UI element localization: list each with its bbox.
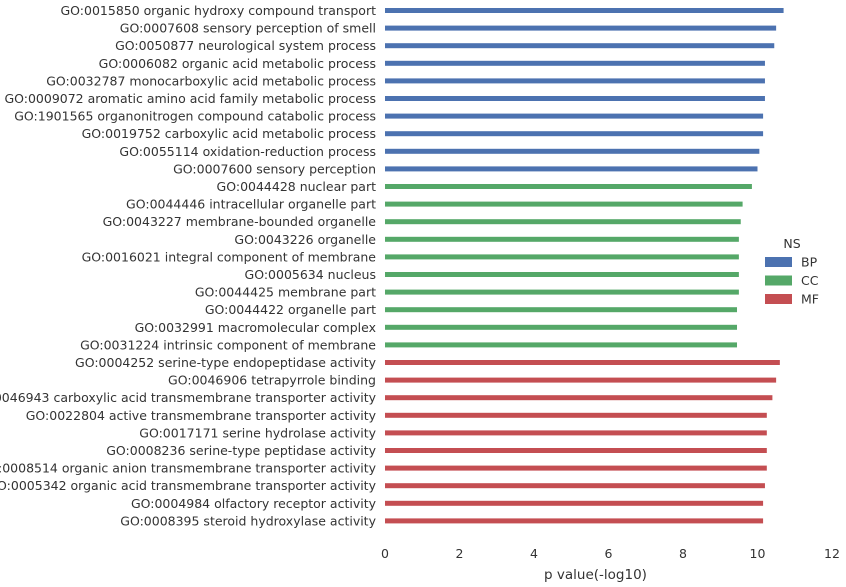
- category-label: GO:0043227 membrane-bounded organelle: [103, 214, 377, 229]
- x-tick-label: 0: [381, 546, 389, 561]
- x-tick-label: 6: [605, 546, 613, 561]
- bar-bp: [385, 96, 765, 101]
- bar-cc: [385, 236, 739, 242]
- bar-mf: [385, 360, 780, 365]
- bar-cc: [385, 307, 738, 313]
- bar-cc: [385, 324, 738, 330]
- category-label: GO:0043226 organelle: [234, 232, 376, 247]
- legend-swatch-bp: [765, 257, 792, 267]
- legend-label-mf: MF: [801, 292, 819, 307]
- category-labels: GO:0015850 organic hydroxy compound tran…: [0, 3, 377, 528]
- bar-mf: [385, 448, 767, 453]
- bar-cc: [385, 272, 739, 277]
- bar-cc: [385, 342, 738, 348]
- category-label: GO:0055114 oxidation-reduction process: [119, 144, 376, 159]
- category-label: GO:0017171 serine hydrolase activity: [139, 425, 376, 440]
- bar-cc: [385, 201, 743, 207]
- bar-bp: [385, 60, 765, 66]
- category-label: GO:0046906 tetrapyrrole binding: [168, 373, 376, 388]
- bar-bp: [385, 25, 777, 31]
- category-label: GO:0032787 monocarboxylic acid metabolic…: [46, 73, 376, 88]
- category-label: GO:0016021 integral component of membran…: [82, 249, 377, 264]
- legend-swatch-mf: [765, 294, 792, 304]
- category-label: GO:0008395 steroid hydroxylase activity: [120, 513, 376, 528]
- category-label: GO:0008236 serine-type peptidase activit…: [106, 443, 376, 458]
- x-tick-label: 2: [456, 546, 464, 561]
- category-label: GO:0006082 organic acid metabolic proces…: [99, 56, 376, 71]
- legend: NS BP CC MF: [765, 236, 819, 307]
- legend-title: NS: [783, 236, 800, 251]
- bar-bp: [385, 166, 758, 172]
- category-label: GO:0005342 organic acid transmembrane tr…: [0, 478, 377, 493]
- category-label: GO:0007600 sensory perception: [173, 161, 376, 176]
- category-label: GO:0031224 intrinsic component of membra…: [80, 337, 376, 352]
- category-label: GO:0044422 organelle part: [205, 302, 376, 317]
- category-label: GO:0044428 nuclear part: [217, 179, 377, 194]
- category-label: GO:0019752 carboxylic acid metabolic pro…: [82, 126, 376, 141]
- category-label: GO:1901565 organonitrogen compound catab…: [14, 109, 376, 124]
- bar-mf: [385, 412, 767, 418]
- category-label: GO:0004984 olfactory receptor activity: [131, 496, 377, 511]
- bar-bp: [385, 43, 775, 49]
- category-label: GO:0050877 neurological system process: [115, 38, 376, 53]
- bar-mf: [385, 395, 773, 401]
- bar-bp: [385, 131, 764, 137]
- x-axis: 0 2 4 6 8 10 12: [381, 546, 840, 561]
- bar-mf: [385, 430, 767, 436]
- bar-cc: [385, 184, 752, 189]
- legend-label-cc: CC: [801, 273, 819, 288]
- category-label: GO:0009072 aromatic amino acid family me…: [4, 91, 376, 106]
- category-label: GO:0046943 carboxylic acid transmembrane…: [0, 390, 377, 405]
- x-tick-label: 10: [750, 546, 766, 561]
- category-label: GO:0044425 membrane part: [195, 285, 376, 300]
- category-label: GO:0004252 serine-type endopeptidase act…: [75, 355, 377, 370]
- bar-mf: [385, 465, 767, 471]
- bars-layer: [385, 8, 784, 524]
- category-label: GO:0008514 organic anion transmembrane t…: [0, 461, 377, 476]
- bar-cc: [385, 254, 739, 260]
- x-axis-label: p value(-log10): [544, 567, 647, 583]
- legend-label-bp: BP: [801, 255, 818, 270]
- category-label: GO:0022804 active transmembrane transpor…: [26, 408, 377, 423]
- category-label: GO:0044446 intracellular organelle part: [126, 197, 376, 212]
- bar-bp: [385, 113, 764, 119]
- x-tick-label: 12: [824, 546, 840, 561]
- x-tick-label: 8: [679, 546, 687, 561]
- category-label: GO:0015850 organic hydroxy compound tran…: [60, 3, 376, 18]
- bar-bp: [385, 8, 784, 13]
- category-label: GO:0007608 sensory perception of smell: [120, 21, 376, 36]
- bar-cc: [385, 289, 739, 295]
- bar-mf: [385, 483, 765, 489]
- bar-bp: [385, 148, 760, 154]
- bar-mf: [385, 500, 764, 506]
- bar-bp: [385, 78, 765, 84]
- legend-swatch-cc: [765, 275, 792, 286]
- category-label: GO:0005634 nucleus: [245, 267, 376, 282]
- x-tick-label: 4: [530, 546, 538, 561]
- bar-mf: [385, 518, 764, 524]
- category-label: GO:0032991 macromolecular complex: [135, 320, 376, 335]
- bar-mf: [385, 377, 777, 383]
- bar-cc: [385, 219, 741, 225]
